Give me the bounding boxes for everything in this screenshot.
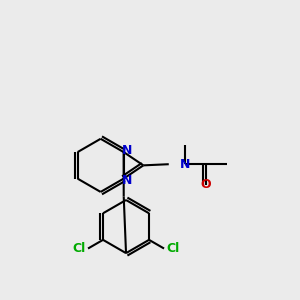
Text: Cl: Cl xyxy=(73,242,86,255)
Text: N: N xyxy=(122,144,132,157)
Text: O: O xyxy=(200,178,211,191)
Text: Cl: Cl xyxy=(166,242,180,255)
Text: N: N xyxy=(122,173,132,187)
Text: N: N xyxy=(180,158,190,171)
